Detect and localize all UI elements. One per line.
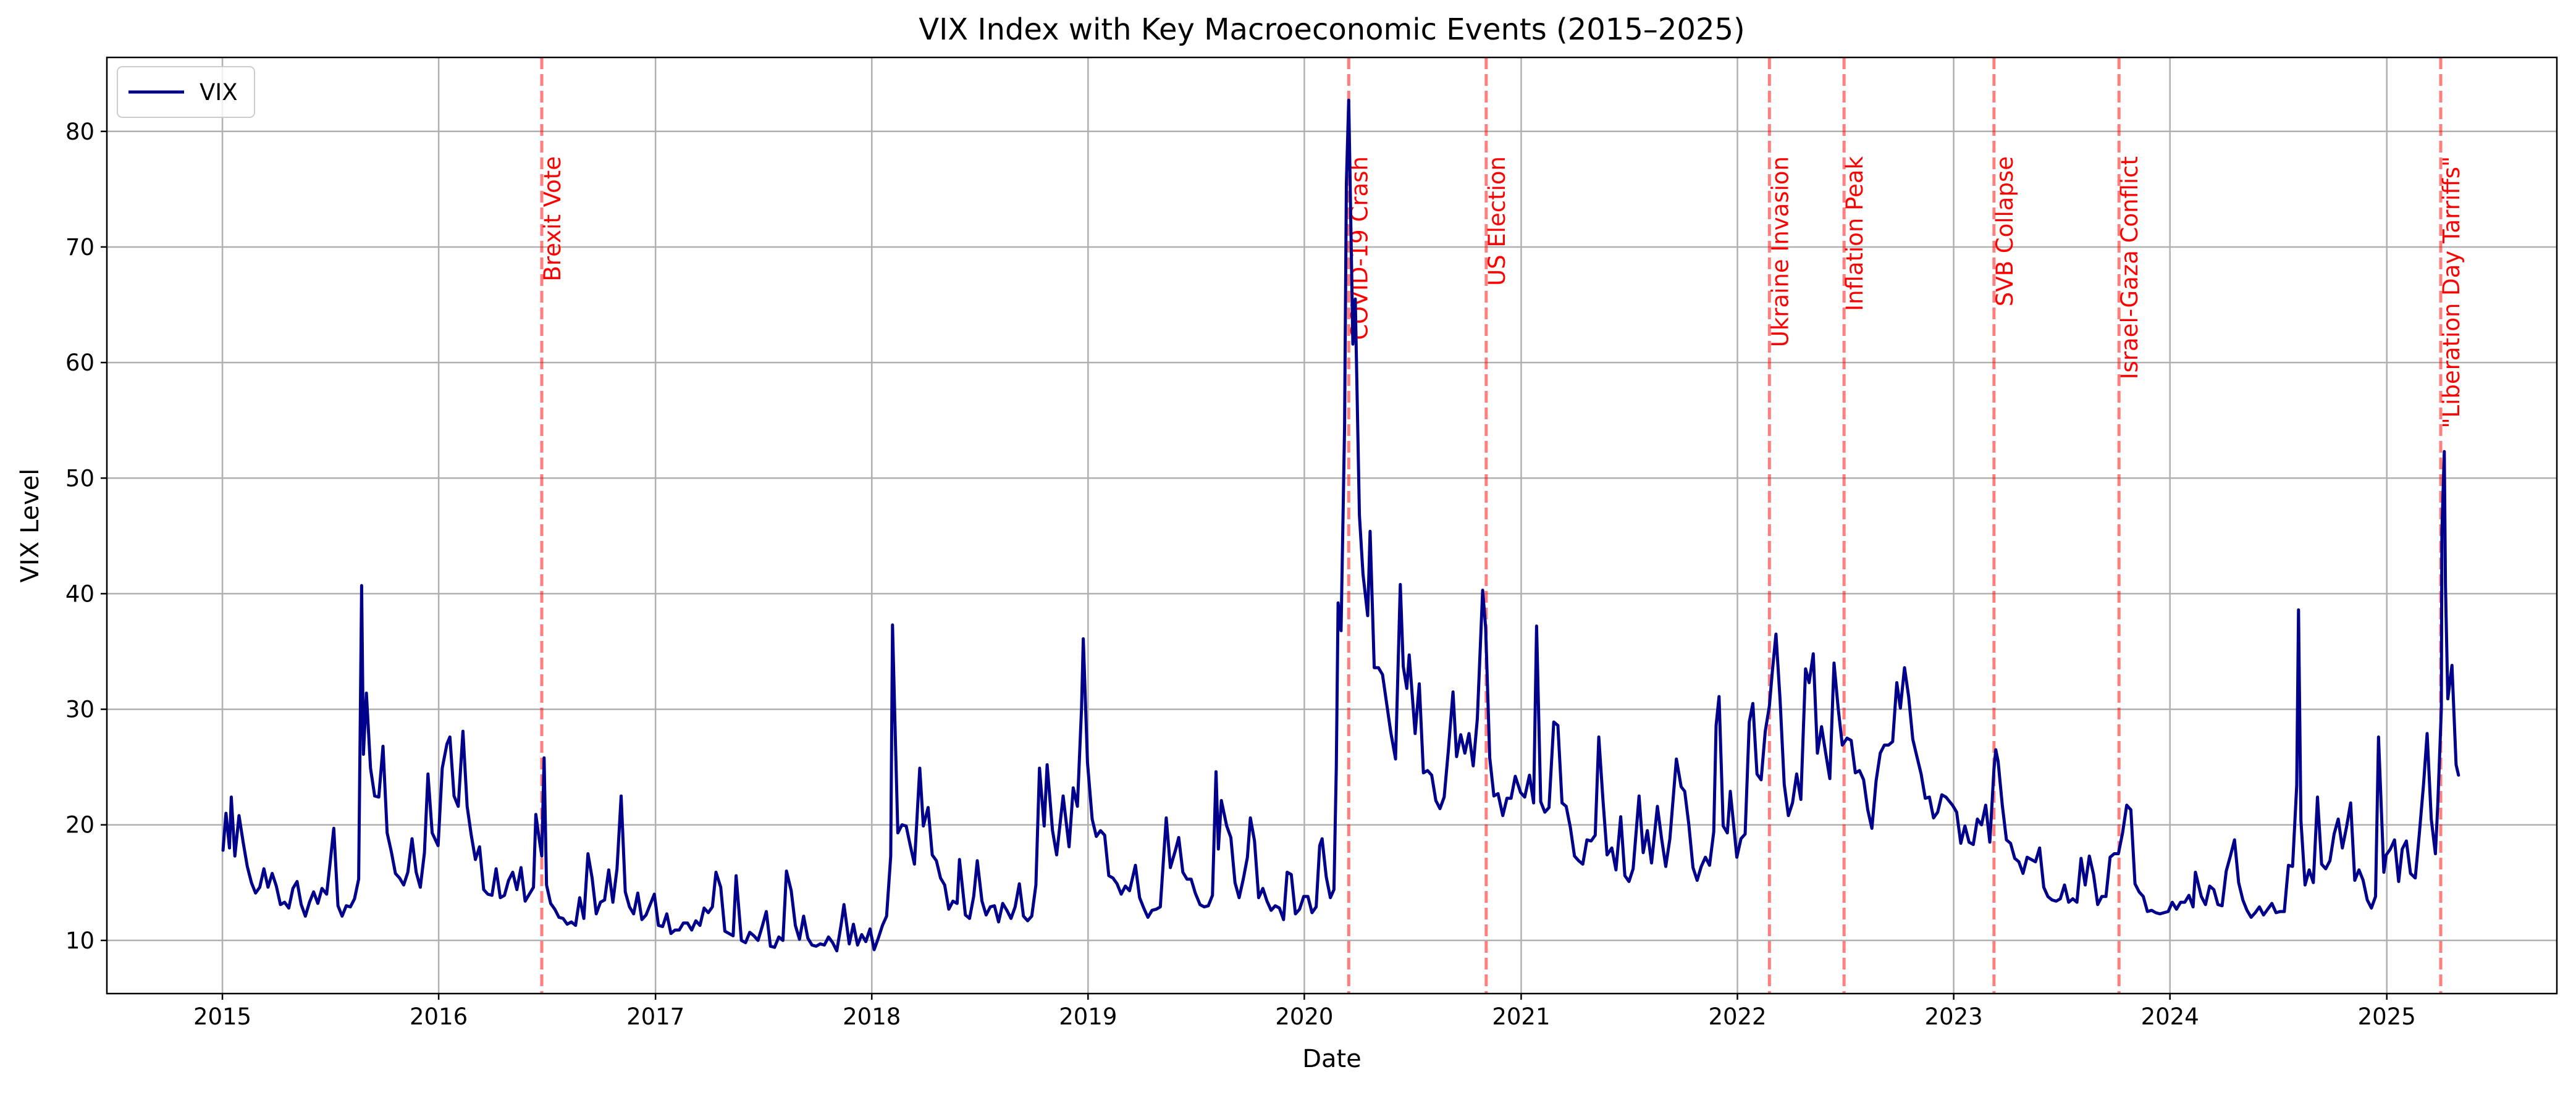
y-tick-label: 50 xyxy=(65,465,95,492)
legend-box xyxy=(117,66,255,118)
x-tick-label: 2021 xyxy=(1492,1003,1550,1030)
x-tick-label: 2018 xyxy=(843,1003,901,1030)
event-label: Israel-Gaza Conflict xyxy=(2116,156,2143,379)
y-tick-label: 40 xyxy=(65,580,95,607)
x-axis: 2015 2016 2017 2018 2019 2020 2021 2022 2023 2024… xyxy=(193,994,2416,1030)
y-tick-label: 70 xyxy=(65,234,95,261)
event-label: Inflation Peak xyxy=(1842,156,1868,311)
y-tick-label: 60 xyxy=(65,350,95,376)
x-tick-label: 2015 xyxy=(193,1003,251,1030)
y-tick-label: 30 xyxy=(65,697,95,723)
x-tick-label: 2016 xyxy=(410,1003,468,1030)
x-tick-label: 2019 xyxy=(1059,1003,1117,1030)
x-tick-label: 2020 xyxy=(1275,1003,1333,1030)
chart-title: VIX Index with Key Macroeconomic Events … xyxy=(919,12,1745,47)
y-tick-label: 10 xyxy=(65,928,95,954)
x-tick-label: 2024 xyxy=(2141,1003,2199,1030)
series-line-vix xyxy=(221,98,2460,953)
event-label: Ukraine Invasion xyxy=(1767,156,1793,347)
x-tick-label: 2017 xyxy=(626,1003,684,1030)
x-tick-label: 2025 xyxy=(2358,1003,2416,1030)
x-axis-label: Date xyxy=(1302,1045,1362,1073)
plot-frame xyxy=(106,56,2558,995)
y-tick-label: 20 xyxy=(65,812,95,839)
y-axis: 10 20 30 40 50 60 70 80 xyxy=(65,119,107,954)
y-tick-label: 80 xyxy=(65,119,95,145)
x-tick-label: 2023 xyxy=(1925,1003,1983,1030)
event-label: Brexit Vote xyxy=(539,156,566,282)
event-label: US Election xyxy=(1484,156,1510,286)
series-layer xyxy=(221,98,2460,953)
event-label: "Liberation Day Tarriffs" xyxy=(2438,156,2465,429)
x-tick-label: 2022 xyxy=(1708,1003,1766,1030)
legend-label-vix: VIX xyxy=(200,79,238,106)
legend: VIX xyxy=(117,66,255,118)
y-axis-label: VIX Level xyxy=(16,469,44,583)
grid-lines xyxy=(107,57,2557,994)
event-markers: Brexit Vote COVID-19 Crash US Election Ukra… xyxy=(539,57,2465,994)
event-label: SVB Collapse xyxy=(1992,156,2018,306)
